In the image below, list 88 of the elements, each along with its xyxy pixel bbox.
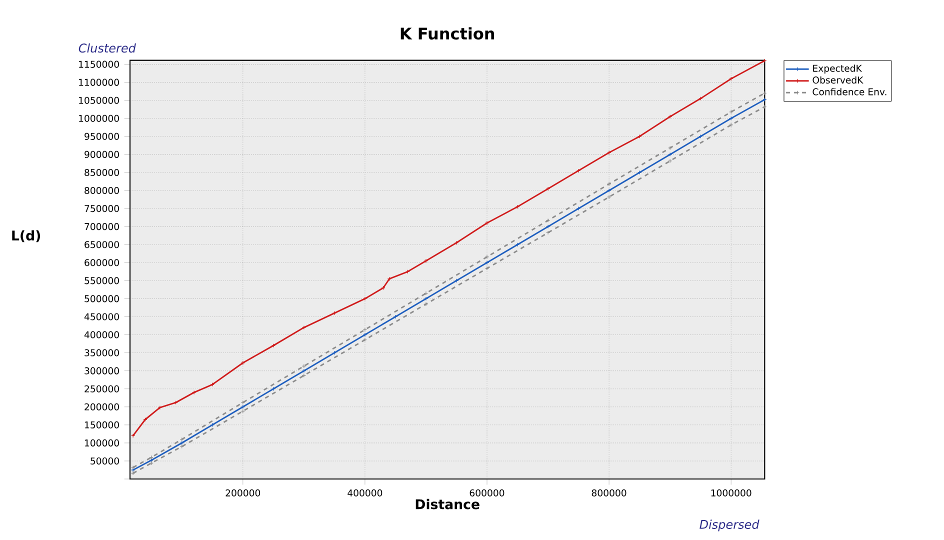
y-tick-label: 100000 xyxy=(85,439,119,446)
point xyxy=(606,188,612,193)
point xyxy=(668,152,672,157)
y-tick-label: 750000 xyxy=(84,205,119,212)
point xyxy=(576,206,581,211)
x-tick-label: 800000 xyxy=(592,489,626,496)
point xyxy=(362,296,368,301)
point xyxy=(546,186,550,191)
point xyxy=(362,328,368,332)
text: Clustered xyxy=(78,43,136,53)
y-tick-label: 850000 xyxy=(84,168,119,176)
x-tick-label: 1000000 xyxy=(711,489,752,496)
legend-label: ObservedK xyxy=(812,76,864,84)
point xyxy=(546,230,550,235)
point xyxy=(606,150,612,155)
point xyxy=(668,114,672,119)
point xyxy=(576,168,581,173)
y-tick-label: 1100000 xyxy=(79,78,119,86)
point xyxy=(484,260,490,265)
y-tick-label: 800000 xyxy=(84,186,119,194)
y-tick-label: 700000 xyxy=(84,223,119,230)
point xyxy=(130,465,136,470)
y-tick-label: 550000 xyxy=(84,277,119,284)
x-tick-label: 600000 xyxy=(470,489,504,496)
point xyxy=(484,266,490,270)
y-tick-label: 1150000 xyxy=(79,60,119,68)
point xyxy=(332,311,337,316)
point xyxy=(484,254,490,259)
point xyxy=(638,170,642,175)
point xyxy=(606,182,612,186)
point xyxy=(515,204,520,209)
point xyxy=(606,194,612,200)
y-tick-label: 900000 xyxy=(84,150,119,158)
point xyxy=(180,444,184,449)
point xyxy=(302,373,306,378)
y-tick-label: 500000 xyxy=(84,295,119,302)
point xyxy=(302,325,306,330)
point xyxy=(668,146,672,150)
point xyxy=(424,302,428,306)
point xyxy=(698,96,703,101)
y-tick-label: 50000 xyxy=(90,457,119,464)
point xyxy=(271,344,276,348)
point xyxy=(302,368,306,373)
point xyxy=(638,134,642,138)
legend-label: Confidence Env. xyxy=(812,88,886,96)
point xyxy=(424,296,428,301)
x-tick-label: 400000 xyxy=(348,489,382,496)
point xyxy=(546,218,550,223)
y-axis-title: L(d) xyxy=(12,230,40,242)
point xyxy=(668,158,672,164)
point xyxy=(698,134,703,138)
point xyxy=(130,471,136,476)
point xyxy=(240,400,245,405)
point xyxy=(174,400,178,405)
legend-label: ExpectedK xyxy=(813,64,862,74)
y-tick-label: 1050000 xyxy=(79,96,119,104)
y-tick-label: 300000 xyxy=(84,367,119,374)
point xyxy=(180,440,184,446)
y-tick-label: 650000 xyxy=(84,241,119,248)
point xyxy=(332,350,337,355)
y-tick-label: 150000 xyxy=(85,421,119,428)
point xyxy=(484,220,490,226)
y-tick-label: 400000 xyxy=(84,331,119,338)
point xyxy=(362,338,368,342)
point xyxy=(424,258,428,263)
point xyxy=(143,417,148,422)
y-tick-label: 1000000 xyxy=(79,114,119,122)
point xyxy=(546,224,550,229)
y-tick-label: 350000 xyxy=(84,349,119,356)
point xyxy=(454,278,459,283)
point xyxy=(302,364,306,368)
point xyxy=(454,240,459,245)
y-tick-label: 450000 xyxy=(84,313,119,320)
x-tick-label: 200000 xyxy=(226,489,260,496)
y-tick-label: 950000 xyxy=(84,132,119,140)
y-tick-label: 200000 xyxy=(84,403,119,410)
point xyxy=(210,382,214,387)
chart-title: K Function xyxy=(400,27,494,40)
point xyxy=(362,332,368,337)
point xyxy=(515,242,520,247)
point xyxy=(271,386,276,391)
point xyxy=(424,291,428,296)
y-tick-label: 250000 xyxy=(84,385,119,392)
point xyxy=(192,390,196,395)
point xyxy=(393,314,398,319)
text: Dispersed xyxy=(700,520,760,532)
x-axis-title: Distance xyxy=(416,498,480,510)
y-tick-label: 600000 xyxy=(84,259,119,266)
